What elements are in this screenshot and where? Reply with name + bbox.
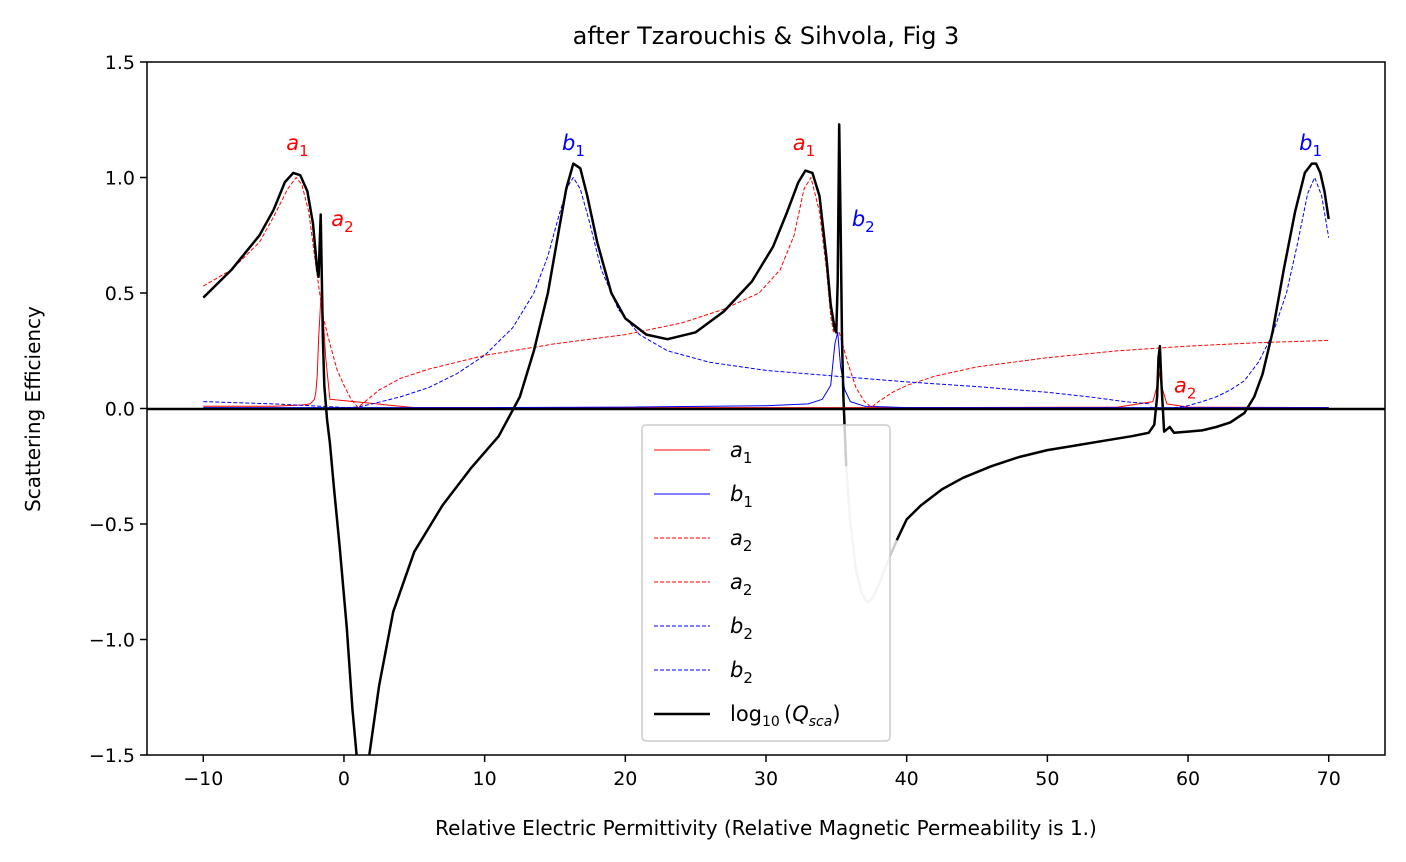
legend-label: b1 — [730, 482, 753, 511]
series-line-3 — [838, 332, 1329, 408]
x-tick-label: 40 — [895, 768, 919, 790]
y-tick-label: 1.0 — [105, 168, 135, 190]
x-tick-label: 30 — [754, 768, 778, 790]
x-tick-label: 10 — [473, 768, 497, 790]
y-tick-label: −0.5 — [89, 514, 135, 536]
y-tick-label: 0.0 — [105, 399, 135, 421]
series-line-6 — [202, 123, 848, 755]
y-axis: −1.5 −1.0 −0.5 0.0 0.5 1.0 1.5 — [89, 52, 147, 767]
legend-label: b2 — [730, 614, 753, 643]
annotation-b1: b1 — [1299, 131, 1322, 160]
annotation-layer: a1 a2 b1 a1 b2 a2 b1 — [286, 131, 1322, 403]
series-line-1 — [203, 331, 1329, 409]
y-tick-label: −1.5 — [89, 745, 135, 767]
legend-label: a2 — [730, 570, 752, 599]
legend-label: log10 (Qsca) — [730, 702, 841, 730]
annotation-b1: b1 — [562, 131, 585, 160]
annotation-a2: a2 — [1174, 373, 1196, 402]
x-axis: −10 0 10 20 30 40 50 60 70 — [183, 755, 1341, 790]
series-layer — [202, 123, 1330, 755]
series-line-4 — [203, 177, 1151, 409]
y-tick-label: 0.5 — [105, 283, 135, 305]
legend: a1 b1 a2 a2 b2 b2 log10 (Qsca) — [641, 424, 891, 742]
y-tick-label: 1.5 — [105, 52, 135, 74]
legend-label: b2 — [730, 658, 753, 687]
annotation-a1: a1 — [286, 131, 308, 160]
x-tick-label: −10 — [183, 768, 223, 790]
x-tick-label: 20 — [613, 768, 637, 790]
chart-title: after Tzarouchis & Sihvola, Fig 3 — [573, 22, 960, 50]
series-line-5 — [1150, 177, 1330, 409]
series-line-8 — [895, 162, 1330, 541]
annotation-a2: a2 — [331, 207, 353, 236]
legend-frame — [641, 424, 891, 742]
x-tick-label: 50 — [1035, 768, 1059, 790]
x-axis-label: Relative Electric Permittivity (Relative… — [435, 816, 1097, 840]
legend-label: a2 — [730, 526, 752, 555]
legend-label: a1 — [730, 438, 752, 467]
annotation-a1: a1 — [793, 131, 815, 160]
y-tick-label: −1.0 — [89, 630, 135, 652]
x-tick-label: 70 — [1317, 768, 1341, 790]
series-line-2 — [203, 177, 834, 408]
x-tick-label: 60 — [1176, 768, 1200, 790]
y-axis-label: Scattering Efficiency — [21, 306, 45, 512]
annotation-b2: b2 — [852, 207, 875, 236]
x-tick-label: 0 — [338, 768, 350, 790]
